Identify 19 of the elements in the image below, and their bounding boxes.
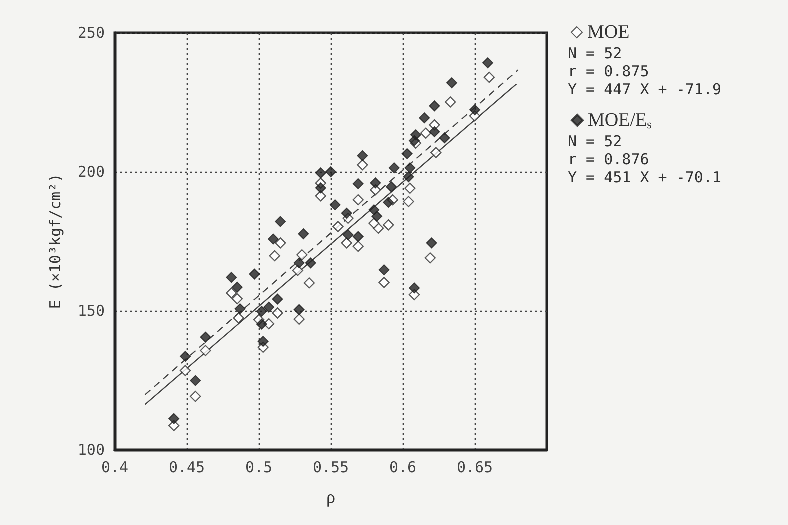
x-tick-label: 0.45	[168, 458, 206, 476]
legend-label: MOE	[588, 22, 630, 43]
x-tick-label: 0.4	[101, 458, 129, 476]
text: Y = 451 X + -70.1	[568, 168, 722, 186]
x-tick-label: 0.5	[245, 458, 273, 476]
x-tick-label: 0.65	[456, 458, 494, 476]
y-tick-label: 100	[78, 441, 105, 459]
y-axis-title: E (×10³kgf/cm²)	[46, 174, 64, 310]
x-tick-label: 0.55	[312, 458, 350, 476]
text: N = 52	[568, 44, 622, 62]
y-tick-label: 250	[78, 24, 105, 42]
y-tick-label: 150	[78, 302, 105, 320]
text: r = 0.875	[568, 62, 650, 80]
text: r = 0.876	[568, 150, 650, 168]
y-tick-label: 200	[78, 163, 105, 181]
x-axis-title: ρ	[326, 487, 336, 507]
x-tick-label: 0.6	[389, 458, 417, 476]
text: N = 52	[568, 132, 622, 150]
text: Y = 447 X + -71.9	[568, 80, 722, 98]
